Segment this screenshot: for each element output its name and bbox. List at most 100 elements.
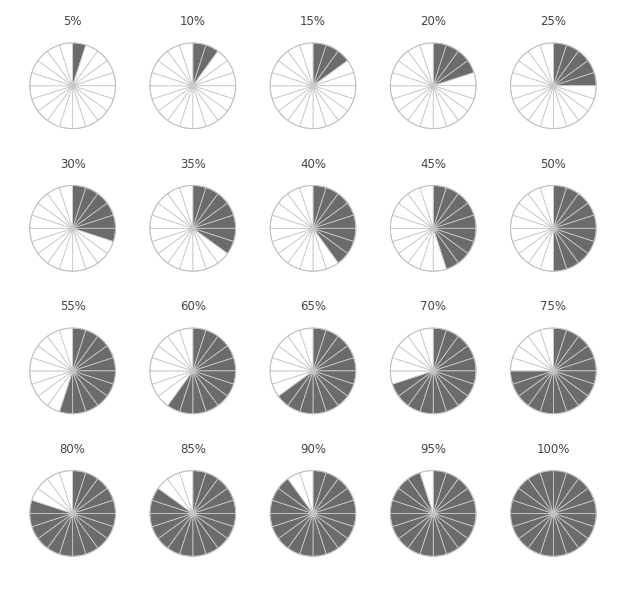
- Wedge shape: [519, 336, 553, 371]
- Wedge shape: [73, 215, 115, 228]
- Text: 80%: 80%: [59, 443, 86, 456]
- Wedge shape: [433, 72, 476, 86]
- Wedge shape: [152, 488, 193, 513]
- Wedge shape: [313, 228, 356, 242]
- Wedge shape: [73, 194, 107, 228]
- Wedge shape: [553, 228, 596, 242]
- Wedge shape: [193, 203, 233, 228]
- Wedge shape: [528, 188, 553, 228]
- Wedge shape: [433, 185, 446, 228]
- Wedge shape: [391, 86, 433, 99]
- Wedge shape: [391, 228, 433, 242]
- Wedge shape: [391, 371, 433, 384]
- Wedge shape: [399, 336, 433, 371]
- Wedge shape: [553, 371, 567, 414]
- Wedge shape: [393, 513, 433, 539]
- Wedge shape: [279, 194, 313, 228]
- Wedge shape: [193, 336, 227, 371]
- Wedge shape: [300, 371, 313, 414]
- Wedge shape: [152, 86, 193, 111]
- Wedge shape: [313, 228, 354, 254]
- Wedge shape: [272, 513, 313, 539]
- Wedge shape: [300, 513, 313, 557]
- Wedge shape: [193, 72, 235, 86]
- Wedge shape: [540, 513, 553, 557]
- Wedge shape: [193, 513, 233, 539]
- Wedge shape: [553, 500, 596, 513]
- Wedge shape: [519, 194, 553, 228]
- Text: 40%: 40%: [300, 158, 326, 171]
- Wedge shape: [150, 72, 193, 86]
- Wedge shape: [73, 228, 86, 271]
- Wedge shape: [553, 330, 578, 371]
- Wedge shape: [193, 500, 235, 513]
- Wedge shape: [511, 72, 553, 86]
- Wedge shape: [540, 470, 553, 513]
- Wedge shape: [193, 330, 218, 371]
- Wedge shape: [420, 43, 433, 86]
- Wedge shape: [553, 228, 567, 271]
- Wedge shape: [38, 513, 73, 548]
- Text: 25%: 25%: [540, 15, 567, 29]
- Wedge shape: [270, 358, 313, 371]
- Wedge shape: [393, 346, 433, 371]
- Wedge shape: [528, 86, 553, 127]
- Wedge shape: [433, 215, 476, 228]
- Wedge shape: [433, 86, 458, 127]
- Wedge shape: [313, 513, 354, 539]
- Wedge shape: [511, 228, 553, 242]
- Wedge shape: [48, 371, 73, 412]
- Wedge shape: [313, 371, 354, 396]
- Wedge shape: [168, 513, 193, 554]
- Wedge shape: [433, 194, 468, 228]
- Wedge shape: [73, 228, 98, 269]
- Wedge shape: [150, 86, 193, 99]
- Wedge shape: [513, 488, 553, 513]
- Wedge shape: [30, 228, 73, 242]
- Wedge shape: [399, 513, 433, 548]
- Wedge shape: [32, 203, 73, 228]
- Wedge shape: [391, 513, 433, 527]
- Wedge shape: [193, 488, 233, 513]
- Wedge shape: [399, 86, 433, 121]
- Wedge shape: [433, 371, 458, 412]
- Wedge shape: [553, 336, 588, 371]
- Wedge shape: [59, 228, 73, 271]
- Text: 15%: 15%: [300, 15, 326, 29]
- Wedge shape: [59, 513, 73, 557]
- Wedge shape: [528, 371, 553, 412]
- Wedge shape: [313, 86, 347, 121]
- Wedge shape: [48, 86, 73, 127]
- Wedge shape: [513, 346, 553, 371]
- Wedge shape: [30, 72, 73, 86]
- Wedge shape: [73, 228, 115, 242]
- Wedge shape: [433, 371, 468, 406]
- Wedge shape: [313, 330, 338, 371]
- Wedge shape: [553, 86, 594, 111]
- Wedge shape: [158, 51, 193, 86]
- Wedge shape: [553, 513, 594, 539]
- Wedge shape: [519, 513, 553, 548]
- Wedge shape: [59, 43, 73, 86]
- Wedge shape: [279, 479, 313, 513]
- Wedge shape: [393, 86, 433, 111]
- Wedge shape: [553, 228, 594, 254]
- Wedge shape: [300, 328, 313, 371]
- Wedge shape: [313, 346, 354, 371]
- Wedge shape: [180, 43, 193, 86]
- Wedge shape: [193, 513, 218, 554]
- Wedge shape: [313, 185, 326, 228]
- Wedge shape: [193, 328, 206, 371]
- Wedge shape: [553, 473, 578, 513]
- Wedge shape: [519, 479, 553, 513]
- Wedge shape: [540, 43, 553, 86]
- Wedge shape: [158, 194, 193, 228]
- Wedge shape: [193, 43, 206, 86]
- Wedge shape: [193, 86, 206, 129]
- Wedge shape: [553, 371, 596, 384]
- Wedge shape: [73, 43, 86, 86]
- Wedge shape: [511, 215, 553, 228]
- Wedge shape: [513, 203, 553, 228]
- Wedge shape: [408, 473, 433, 513]
- Text: 45%: 45%: [420, 158, 446, 171]
